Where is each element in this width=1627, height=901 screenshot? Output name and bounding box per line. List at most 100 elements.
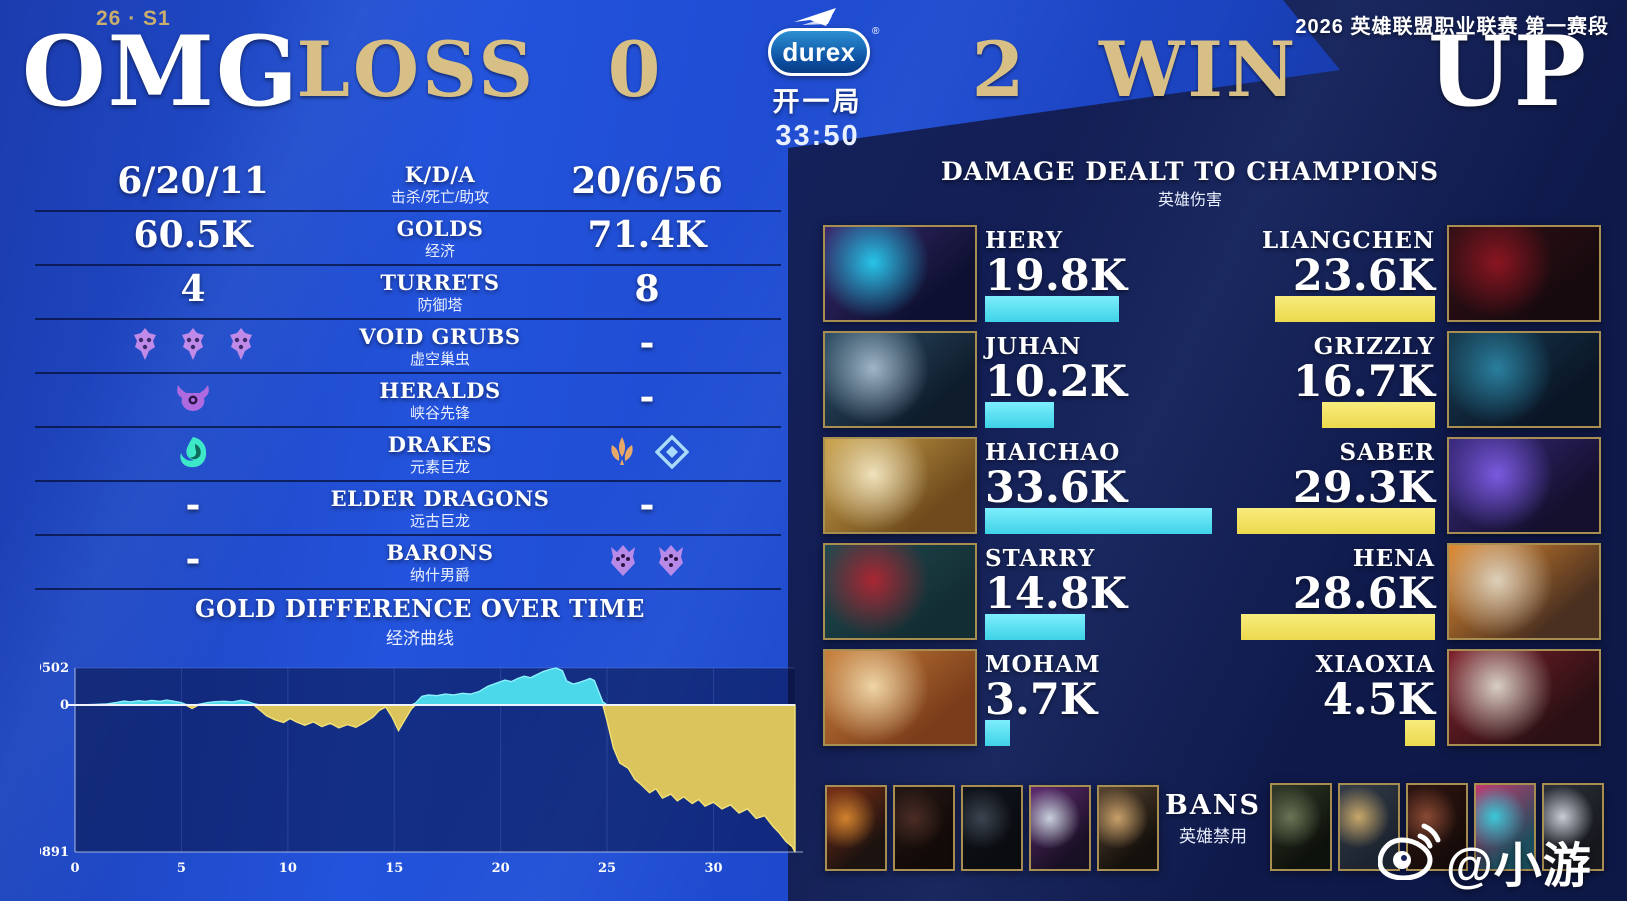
svg-text:30: 30 bbox=[704, 861, 722, 876]
stat-label-cn: 纳什男爵 bbox=[409, 567, 470, 584]
stat-label: GOLDS bbox=[396, 216, 484, 241]
stat-label-cn: 经济 bbox=[424, 243, 455, 260]
ocean-drake-icon bbox=[177, 435, 209, 469]
damage-bar-right bbox=[1405, 720, 1435, 746]
stat-value-left: - bbox=[185, 484, 201, 526]
banned-champion-portrait bbox=[1474, 783, 1536, 871]
player-name: JUHAN bbox=[985, 333, 1082, 360]
stat-value-left: - bbox=[185, 538, 201, 580]
damage-value: 10.2K bbox=[985, 357, 1128, 407]
banned-champion-portrait bbox=[1338, 783, 1400, 871]
banned-champion-portrait bbox=[1029, 785, 1091, 871]
player-name: SABER bbox=[1339, 439, 1435, 466]
stat-row-divider bbox=[35, 588, 781, 590]
player-name: GRIZZLY bbox=[1313, 333, 1435, 360]
svg-text:5: 5 bbox=[177, 861, 186, 876]
champion-portrait bbox=[1447, 437, 1601, 534]
champion-portrait bbox=[823, 649, 977, 746]
stat-icons-left bbox=[63, 327, 323, 361]
stat-row-turrets: TURRETS 防御塔 4 8 bbox=[35, 266, 781, 320]
stat-label: ELDER DRAGONS bbox=[330, 486, 550, 511]
stat-label-cn: 峡谷先锋 bbox=[409, 405, 470, 422]
damage-bar-right bbox=[1322, 402, 1435, 428]
banned-champion-portrait bbox=[1542, 783, 1604, 871]
stat-label: DRAKES bbox=[387, 432, 493, 457]
damage-value: 28.6K bbox=[1292, 569, 1435, 619]
left-result: LOSS 0 bbox=[296, 25, 664, 114]
gold-difference-chart: 9502010891051015202530 bbox=[40, 661, 803, 876]
sponsor-tagline: 开一局 bbox=[772, 87, 863, 117]
champion-portrait bbox=[823, 331, 977, 428]
damage-bar-right bbox=[1237, 508, 1435, 534]
banned-champion-portrait bbox=[961, 785, 1023, 871]
damage-panel-title: DAMAGE DEALT TO CHAMPIONS bbox=[940, 157, 1440, 186]
champion-portrait bbox=[823, 437, 977, 534]
damage-bar-right bbox=[1241, 614, 1435, 640]
stat-row-barons: BARONS 纳什男爵 - bbox=[35, 536, 781, 590]
stat-row-divider bbox=[35, 318, 781, 320]
stat-row-divider bbox=[35, 534, 781, 536]
mountain-drake-icon bbox=[605, 435, 639, 469]
stat-label: BARONS bbox=[386, 540, 494, 565]
right-result: 2 WIN bbox=[971, 25, 1299, 114]
hextech-drake-icon bbox=[655, 435, 689, 469]
stat-value-right: 71.4K bbox=[587, 214, 707, 256]
damage-value: 19.8K bbox=[985, 251, 1128, 301]
damage-value: 3.7K bbox=[985, 675, 1098, 725]
player-name: STARRY bbox=[985, 545, 1096, 572]
stat-value-right: - bbox=[639, 322, 655, 364]
champion-portrait bbox=[1447, 225, 1601, 322]
svg-text:0: 0 bbox=[70, 861, 79, 876]
game-time: 33:50 bbox=[775, 120, 860, 152]
stat-row-elder-dragons: ELDER DRAGONS 远古巨龙 - - bbox=[35, 482, 781, 536]
stat-label: K/D/A bbox=[404, 162, 476, 187]
herald-icon bbox=[174, 381, 212, 413]
void-grub-icon bbox=[225, 327, 257, 361]
damage-bar-left bbox=[985, 614, 1085, 640]
champion-portrait bbox=[1447, 543, 1601, 640]
stat-label-cn: 虚空巢虫 bbox=[409, 351, 470, 368]
baron-icon bbox=[655, 543, 687, 577]
damage-panel-title-cn: 英雄伤害 bbox=[1157, 192, 1222, 209]
damage-value: 14.8K bbox=[985, 569, 1128, 619]
stat-icons-right bbox=[517, 435, 777, 469]
stat-row-drakes: DRAKES 元素巨龙 bbox=[35, 428, 781, 482]
damage-value: 16.7K bbox=[1292, 357, 1435, 407]
gold-diff-chart-title-cn: 经济曲线 bbox=[386, 629, 454, 648]
damage-bar-left bbox=[985, 296, 1119, 322]
player-name: HAICHAO bbox=[985, 439, 1121, 466]
player-name: LIANGCHEN bbox=[1261, 227, 1435, 254]
damage-bar-left bbox=[985, 508, 1212, 534]
weibo-icon bbox=[1378, 823, 1441, 880]
stat-label: VOID GRUBS bbox=[359, 324, 521, 349]
banned-champion-portrait bbox=[825, 785, 887, 871]
stat-row-golds: GOLDS 经济 60.5K 71.4K bbox=[35, 212, 781, 266]
void-grub-icon bbox=[177, 327, 209, 361]
stat-row-divider bbox=[35, 480, 781, 482]
svg-text:10891: 10891 bbox=[40, 845, 69, 860]
stat-row-k-d-a: K/D/A 击杀/死亡/助攻 6/20/11 20/6/56 bbox=[35, 158, 781, 212]
damage-bar-right bbox=[1275, 296, 1435, 322]
player-name: HENA bbox=[1352, 545, 1435, 572]
champion-portrait bbox=[823, 225, 977, 322]
damage-bar-left bbox=[985, 402, 1054, 428]
tournament-title: 2026 英雄联盟职业联赛 第一赛段 bbox=[1295, 16, 1609, 38]
stat-row-heralds: HERALDS 峡谷先锋 - bbox=[35, 374, 781, 428]
stat-value-right: - bbox=[639, 376, 655, 418]
stat-icons-left bbox=[63, 381, 323, 413]
gold-diff-chart-title: GOLD DIFFERENCE OVER TIME bbox=[195, 594, 645, 623]
left-team-name: OMG bbox=[22, 15, 300, 128]
svg-text:9502: 9502 bbox=[40, 661, 69, 676]
stat-value-left: 6/20/11 bbox=[117, 160, 269, 202]
sponsor-registered-mark: ® bbox=[872, 26, 880, 37]
stat-label: HERALDS bbox=[379, 378, 501, 403]
stat-value-right: 8 bbox=[634, 268, 660, 310]
damage-value: 33.6K bbox=[985, 463, 1128, 513]
banned-champion-portrait bbox=[1097, 785, 1159, 871]
player-name: XIAOXIA bbox=[1315, 651, 1435, 678]
sponsor-logo: durex bbox=[768, 28, 870, 76]
svg-text:0: 0 bbox=[60, 698, 69, 713]
champion-portrait bbox=[1447, 649, 1601, 746]
stat-icons-right bbox=[517, 543, 777, 577]
